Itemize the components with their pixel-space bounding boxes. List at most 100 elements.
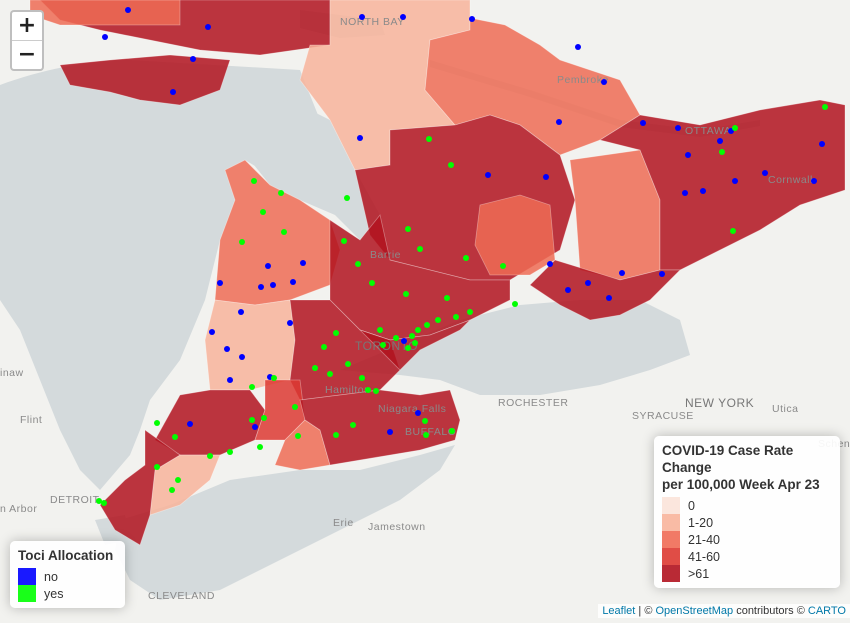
case-rate-legend: COVID-19 Case Rate Change per 100,000 We… <box>654 436 840 588</box>
region-simcoe <box>329 214 511 341</box>
label-north-bay: NORTH BAY <box>340 16 405 28</box>
hospital-point-no <box>205 24 211 30</box>
region-huron-perth <box>204 299 296 391</box>
hospital-point-yes <box>101 500 107 506</box>
label-pembroke: Pembroke <box>557 74 609 86</box>
toci-legend-item-swatch <box>18 585 36 602</box>
case-legend-bin-row: 41-60 <box>662 548 832 565</box>
hospital-point-yes <box>449 428 455 434</box>
hospital-point-yes <box>444 295 450 301</box>
hospital-point-no <box>287 320 293 326</box>
attribution-sep: | © <box>635 605 656 617</box>
toci-legend-item-label: no <box>44 569 58 584</box>
zoom-out-button[interactable]: − <box>12 40 42 69</box>
label-cleveland: CLEVELAND <box>148 590 215 602</box>
hospital-point-yes <box>333 330 339 336</box>
water-layer <box>0 10 760 600</box>
hospital-point-yes <box>405 226 411 232</box>
carto-link[interactable]: CARTO <box>807 605 846 617</box>
hospital-point-yes <box>500 263 506 269</box>
hospital-point-no <box>258 284 264 290</box>
case-legend-bin-label: >61 <box>688 566 710 581</box>
hospital-point-yes <box>424 322 430 328</box>
hospital-point-yes <box>355 261 361 267</box>
label-detroit: DETROIT <box>50 494 100 506</box>
hospital-point-no <box>227 377 233 383</box>
hospital-point-no <box>762 170 768 176</box>
hospital-point-yes <box>369 280 375 286</box>
label-new-york: NEW YORK <box>685 396 754 410</box>
hospital-point-no <box>224 346 230 352</box>
hospital-point-yes <box>341 238 347 244</box>
hospital-point-no <box>469 16 475 22</box>
region-windsor-lambton <box>99 429 181 546</box>
hospital-point-yes <box>249 417 255 423</box>
case-legend-bin-label: 41-60 <box>688 549 720 564</box>
hospital-point-no <box>170 89 176 95</box>
hospital-point-yes <box>154 420 160 426</box>
hospital-point-yes <box>312 365 318 371</box>
hospital-point-yes <box>422 418 428 424</box>
case-legend-bin-row: 1-20 <box>662 514 832 531</box>
hospital-point-no <box>252 424 258 430</box>
hospital-point-yes <box>281 229 287 235</box>
hospital-point-yes <box>321 344 327 350</box>
toci-no-points <box>102 7 825 435</box>
toci-legend: Toci Allocation no yes <box>10 541 125 608</box>
hospital-point-no <box>619 270 625 276</box>
case-legend-bin-row: 0 <box>662 497 832 514</box>
choropleth-regions <box>29 0 846 546</box>
label-barrie: Barrie <box>370 249 401 261</box>
hospital-point-yes <box>333 432 339 438</box>
hospital-point-yes <box>169 487 175 493</box>
hospital-point-yes <box>292 404 298 410</box>
lake-erie <box>115 445 455 600</box>
zoom-in-button[interactable]: + <box>17 13 37 38</box>
hospital-point-no <box>682 190 688 196</box>
label-ann-arbor: n Arbor <box>0 503 37 515</box>
toci-yes-points <box>96 104 828 506</box>
hospital-point-no <box>102 34 108 40</box>
hospital-point-yes <box>393 335 399 341</box>
hospital-point-no <box>357 135 363 141</box>
label-cornwall: Cornwall <box>768 174 813 186</box>
label-jamestown: Jamestown <box>368 521 426 533</box>
case-legend-bin-swatch <box>662 514 680 531</box>
hospital-point-no <box>265 263 271 269</box>
hospital-point-no <box>400 14 406 20</box>
hospital-point-no <box>239 354 245 360</box>
hospital-point-no <box>387 429 393 435</box>
label-rochester: ROCHESTER <box>498 397 568 409</box>
hospital-point-yes <box>403 291 409 297</box>
hospital-point-yes <box>417 246 423 252</box>
hospital-point-yes <box>365 387 371 393</box>
label-hamilton: Hamilton <box>325 384 370 396</box>
hospital-point-no <box>659 271 665 277</box>
case-legend-bin-row: >61 <box>662 565 832 582</box>
leaflet-link[interactable]: Leaflet <box>602 605 636 617</box>
label-erie: Erie <box>333 517 354 529</box>
label-utica: Utica <box>772 403 798 415</box>
case-legend-title-line2: per 100,000 Week Apr 23 <box>662 477 820 492</box>
attribution-contrib: contributors © <box>733 605 808 617</box>
hospital-point-yes <box>380 342 386 348</box>
hospital-point-yes <box>278 190 284 196</box>
hospital-point-no <box>290 279 296 285</box>
region-niagara <box>299 389 461 466</box>
hospital-point-no <box>811 178 817 184</box>
hospital-point-yes <box>412 340 418 346</box>
osm-link[interactable]: OpenStreetMap <box>655 605 734 617</box>
label-niagara-falls: Niagara Falls <box>378 403 446 415</box>
hospital-point-no <box>700 188 706 194</box>
hospital-point-yes <box>730 228 736 234</box>
hospital-point-yes <box>239 239 245 245</box>
hospital-point-no <box>601 79 607 85</box>
hospital-point-yes <box>345 361 351 367</box>
hospital-point-no <box>190 56 196 62</box>
hospital-point-yes <box>249 384 255 390</box>
hospital-point-yes <box>172 434 178 440</box>
hospital-point-yes <box>373 388 379 394</box>
case-legend-title-line1: COVID-19 Case Rate Change <box>662 443 794 475</box>
hospital-point-yes <box>467 309 473 315</box>
